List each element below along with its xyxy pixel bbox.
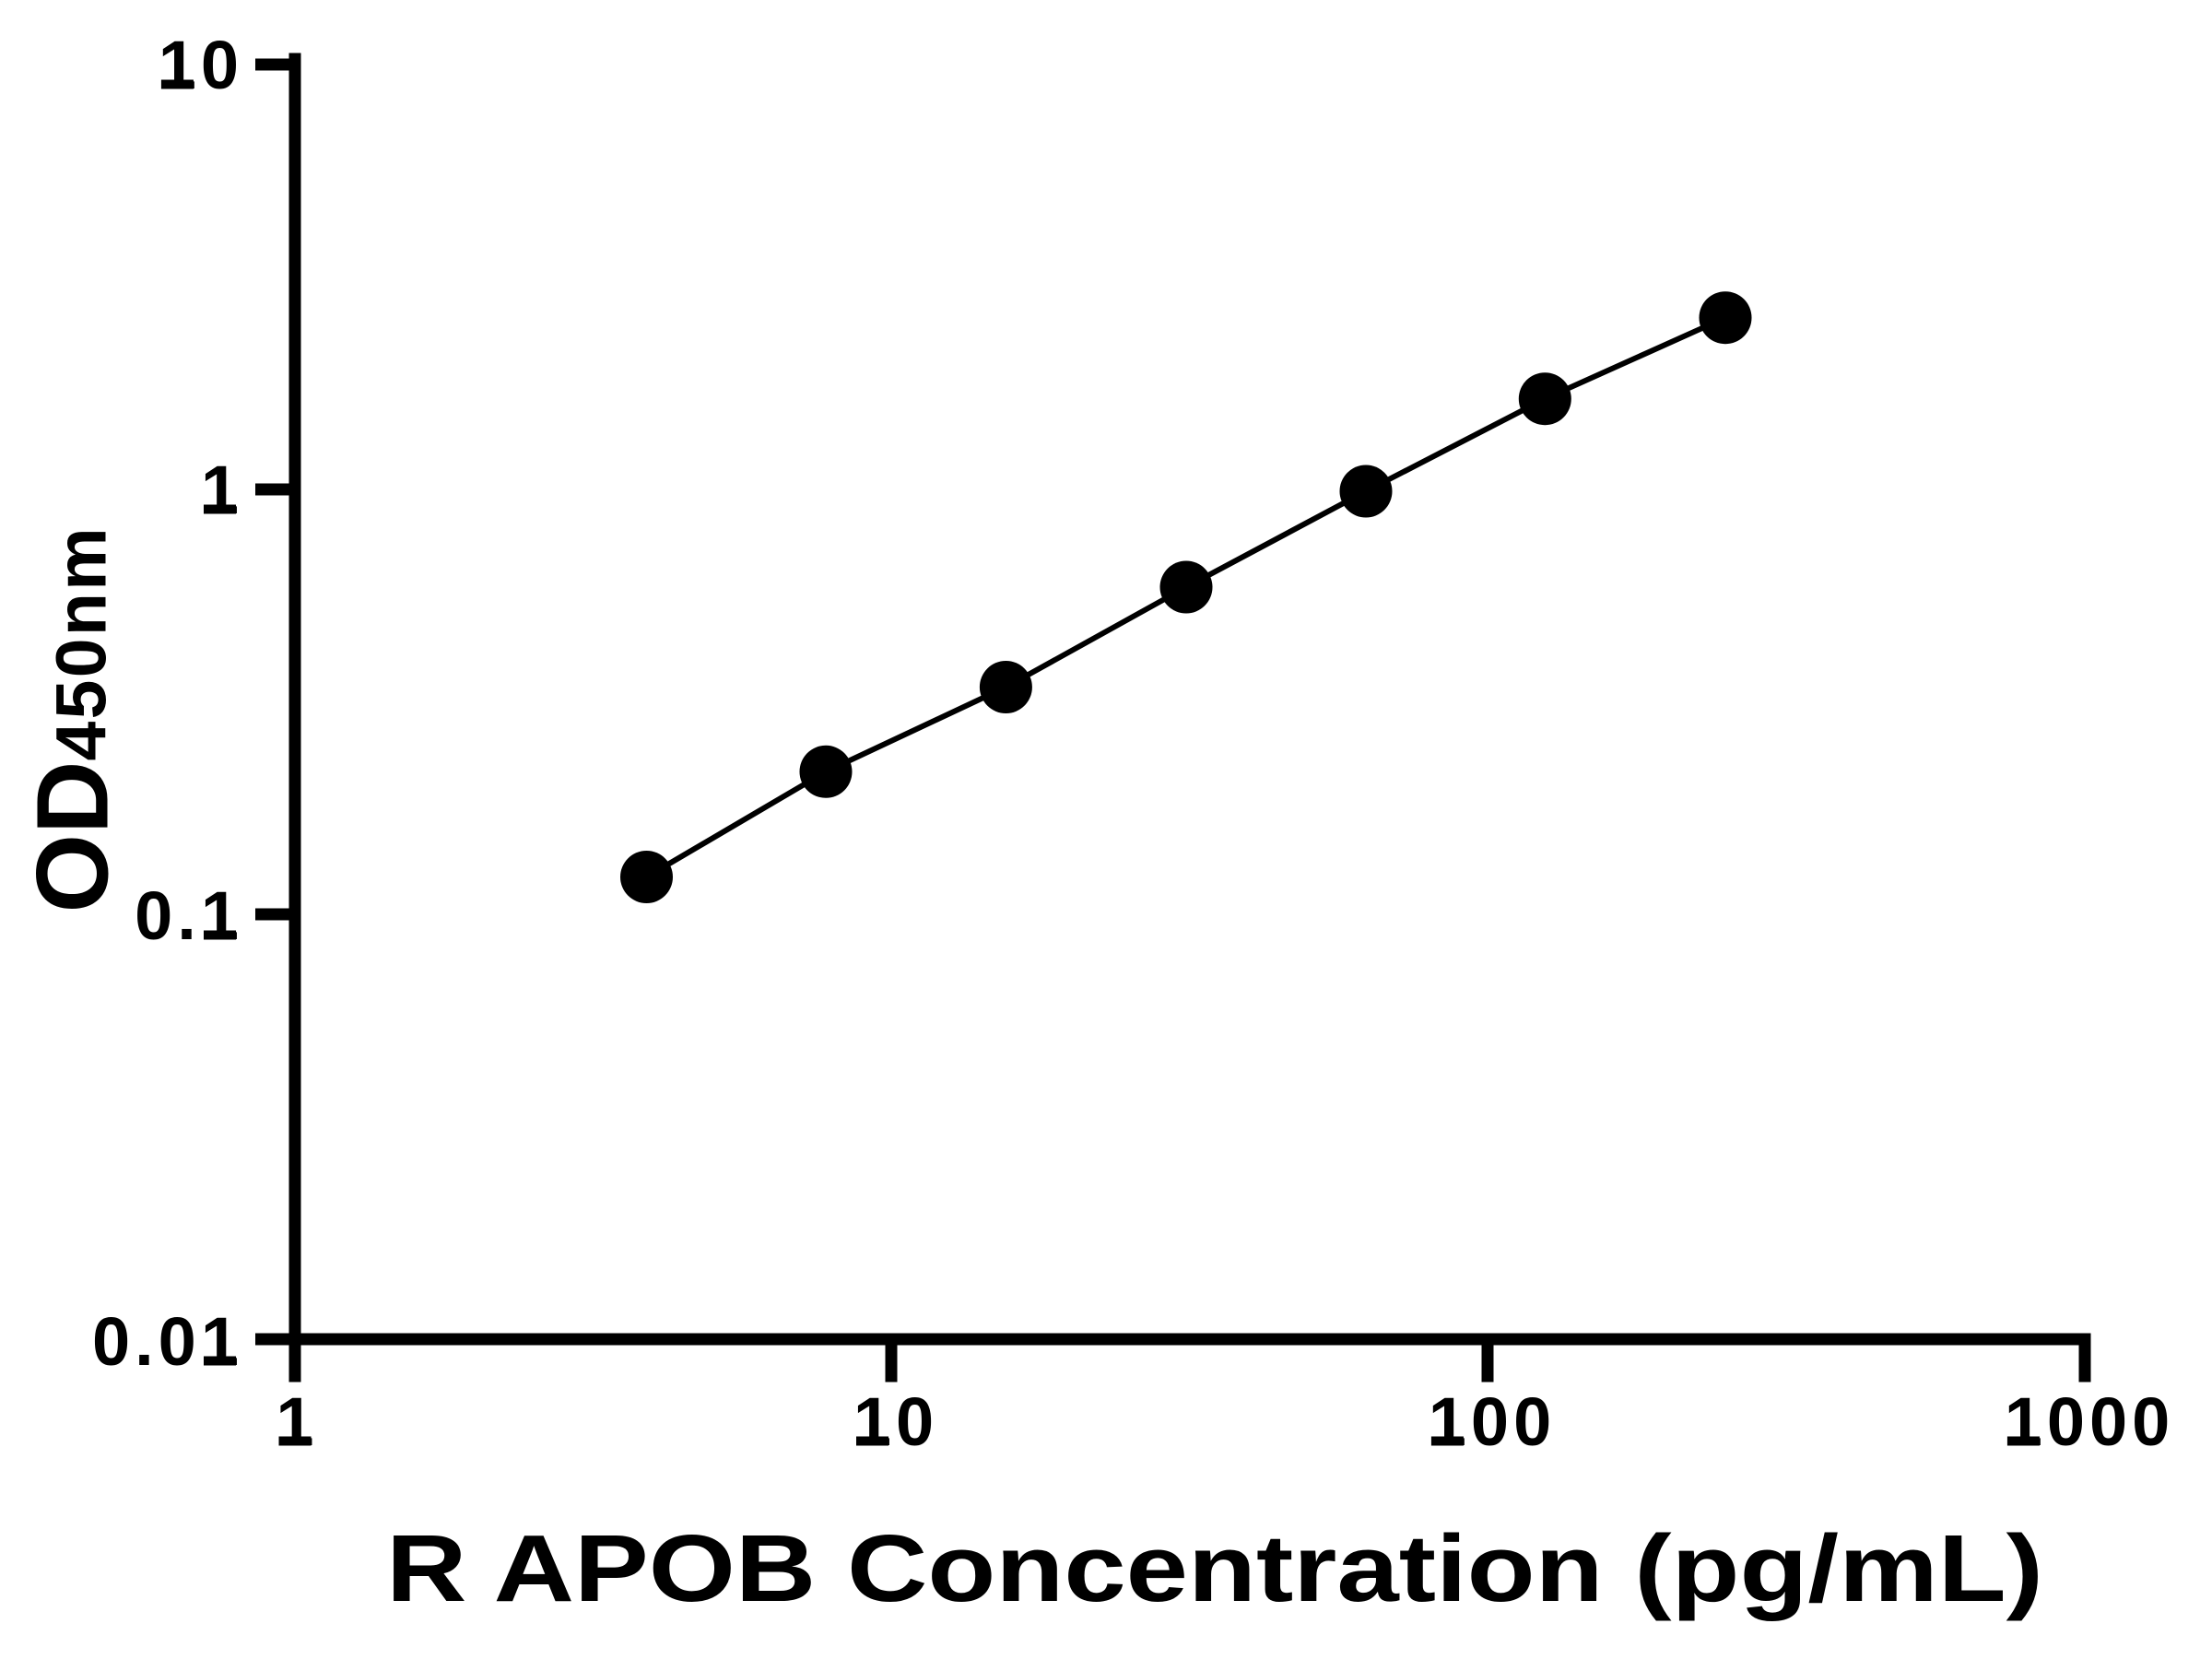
svg-text:10: 10 <box>159 27 243 103</box>
svg-text:10: 10 <box>853 1383 938 1460</box>
svg-text:1000: 1000 <box>2005 1383 2175 1460</box>
svg-text:1: 1 <box>201 452 243 528</box>
svg-text:0.1: 0.1 <box>135 877 243 954</box>
svg-text:0.01: 0.01 <box>92 1303 243 1380</box>
svg-text:1: 1 <box>276 1383 318 1460</box>
svg-text:100: 100 <box>1429 1383 1556 1460</box>
svg-text:R APOB Concentration (pg/mL): R APOB Concentration (pg/mL) <box>386 1515 2043 1621</box>
